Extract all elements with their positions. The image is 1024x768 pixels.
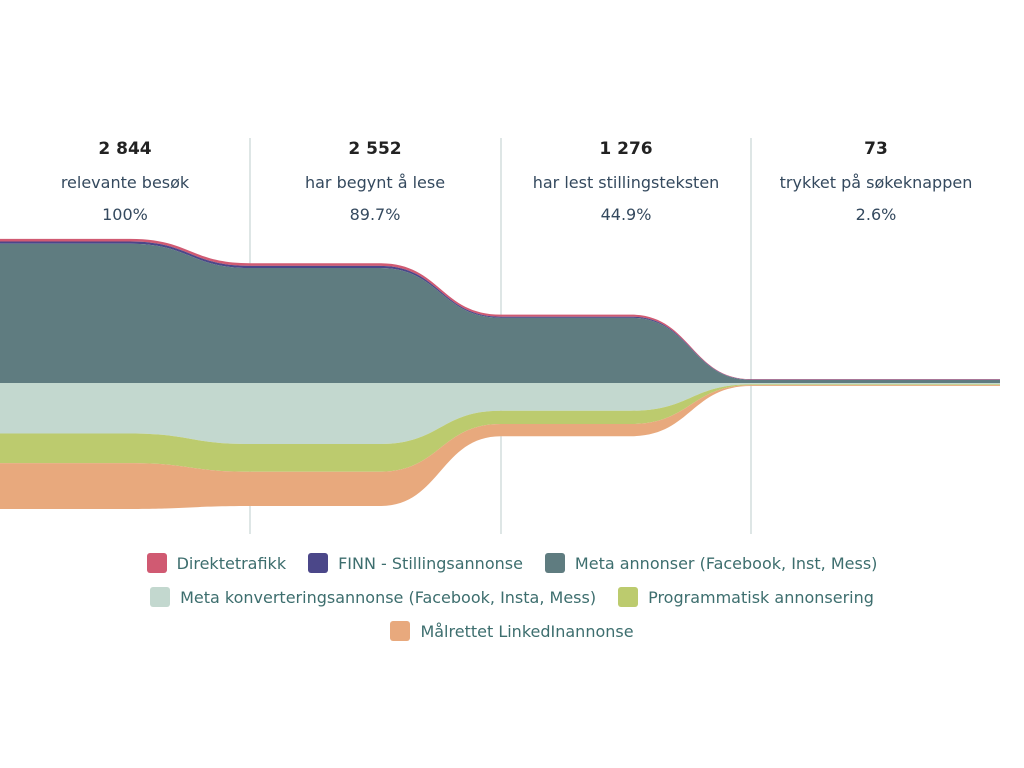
stage-percent: 89.7% <box>349 205 401 224</box>
legend-label: Målrettet LinkedInannonse <box>420 621 634 641</box>
area-meta-konvertering <box>0 383 1000 444</box>
stage-percent: 44.9% <box>600 205 652 224</box>
stage-header-2: 2 552 har begynt å lese 89.7% <box>250 136 500 226</box>
legend-swatch-finn <box>308 553 329 573</box>
legend-label: Meta konverteringsannonse (Facebook, Ins… <box>180 587 597 607</box>
legend-label: Meta annonser (Facebook, Inst, Mess) <box>574 553 878 573</box>
stage-header-3: 1 276 har lest stillingsteksten 44.9% <box>501 136 751 226</box>
legend-row-1: Direktetrafikk FINN - Stillingsannonse M… <box>0 546 1024 580</box>
legend-label: FINN - Stillingsannonse <box>338 553 523 573</box>
legend-swatch-programmatisk <box>618 587 639 607</box>
legend-row-3: Målrettet LinkedInannonse <box>0 614 1024 648</box>
legend-item-linkedin[interactable]: Målrettet LinkedInannonse <box>390 621 634 641</box>
stage-header-1: 2 844 relevante besøk 100% <box>0 136 250 226</box>
stage-value: 2 552 <box>348 139 402 159</box>
legend-swatch-meta-konvertering <box>150 587 171 607</box>
legend-item-direktetrafikk[interactable]: Direktetrafikk <box>146 553 287 573</box>
legend-label: Direktetrafikk <box>176 553 287 573</box>
legend-item-meta-annonser[interactable]: Meta annonser (Facebook, Inst, Mess) <box>544 553 878 573</box>
legend-swatch-linkedin <box>390 621 411 641</box>
legend-swatch-meta-annonser <box>544 553 565 573</box>
area-programmatisk <box>0 384 1000 472</box>
stage-value: 73 <box>864 139 888 159</box>
legend-item-finn[interactable]: FINN - Stillingsannonse <box>308 553 523 573</box>
stage-percent: 100% <box>102 205 148 224</box>
legend-item-programmatisk[interactable]: Programmatisk annonsering <box>618 587 874 607</box>
stage-label: har lest stillingsteksten <box>532 173 720 192</box>
stage-label: relevante besøk <box>60 173 190 192</box>
legend: Direktetrafikk FINN - Stillingsannonse M… <box>0 546 1024 648</box>
stage-header-4: 73 trykket på søkeknappen 2.6% <box>751 136 1001 226</box>
area-linkedin <box>0 385 1000 509</box>
legend-label: Programmatisk annonsering <box>648 587 874 607</box>
legend-item-meta-konvertering[interactable]: Meta konverteringsannonse (Facebook, Ins… <box>150 587 596 607</box>
stage-label: trykket på søkeknappen <box>779 173 973 192</box>
legend-swatch-direktetrafikk <box>146 553 167 573</box>
stage-value: 1 276 <box>599 139 653 159</box>
stage-label: har begynt å lese <box>304 173 446 192</box>
area-meta-annonser <box>0 243 1000 383</box>
stage-percent: 2.6% <box>855 205 897 224</box>
legend-row-2: Meta konverteringsannonse (Facebook, Ins… <box>0 580 1024 614</box>
stage-value: 2 844 <box>98 139 152 159</box>
